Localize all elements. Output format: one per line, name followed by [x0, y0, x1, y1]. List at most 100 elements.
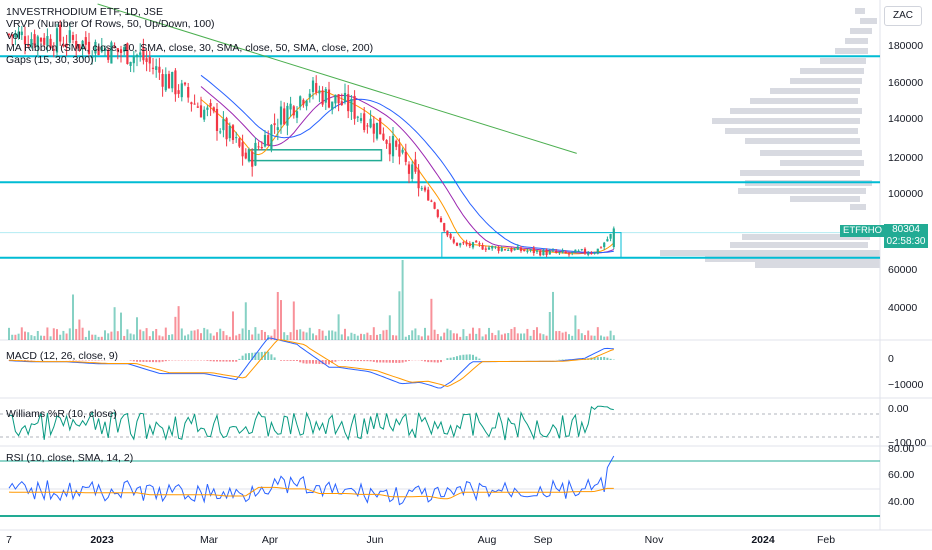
volume-bar [564, 331, 567, 340]
indicator-ma-ribbon[interactable]: MA Ribbon (SMA, close, 10, SMA, close, 3… [6, 42, 374, 54]
volume-profile-row [730, 108, 862, 114]
macd-histogram-bar [596, 357, 599, 360]
macd-histogram-bar [132, 360, 135, 362]
candle-body [123, 47, 126, 52]
candle-body [596, 248, 599, 254]
macd-histogram-bar [305, 360, 308, 364]
macd-histogram-bar [350, 360, 353, 362]
candle-body [587, 253, 590, 255]
volume-bar [331, 330, 334, 340]
candle-body [433, 202, 436, 209]
candle-body [414, 159, 417, 172]
volume-bar [360, 333, 362, 340]
volume-bar [184, 335, 186, 340]
x-tick: Aug [477, 534, 497, 546]
candle-body [372, 123, 375, 134]
x-tick: Mar [199, 534, 219, 546]
currency-button[interactable]: ZAC [884, 6, 922, 26]
volume-bar [49, 336, 52, 340]
macd-histogram-bar [244, 353, 247, 360]
rsi-pane [0, 455, 880, 517]
candle-body [478, 243, 481, 245]
candle-body [516, 246, 519, 250]
candle-body [174, 70, 177, 95]
candle-body [468, 243, 471, 247]
volume-bar [81, 327, 84, 340]
candle-body [500, 248, 503, 251]
volume-bar [334, 331, 337, 340]
macd-histogram-bar [324, 360, 327, 365]
volume-bar [500, 334, 503, 340]
volume-bar [17, 333, 20, 340]
volume-bar [561, 332, 564, 340]
volume-profile-row [725, 128, 858, 134]
macd-histogram-bar [366, 360, 369, 362]
volume-bar [465, 336, 468, 340]
rsi-label[interactable]: RSI (10, close, SMA, 14, 2) [6, 452, 134, 464]
ma30-line [200, 86, 614, 254]
candle-body [350, 98, 353, 113]
volume-bar [344, 328, 346, 340]
candle-body [443, 223, 446, 231]
candle-body [225, 118, 228, 140]
candle-body [167, 73, 171, 89]
volume-bar [337, 314, 340, 340]
x-tick: Apr [261, 534, 279, 546]
indicator-vrvp[interactable]: VRVP (Number Of Rows, 50, Up/Down, 100) [6, 18, 215, 30]
candle-body [20, 31, 23, 36]
candle-body [532, 247, 535, 254]
volume-bar [286, 335, 289, 340]
volume-bar [11, 334, 14, 340]
macd-histogram-bar [139, 360, 142, 362]
price-tick: 120000 [888, 152, 924, 164]
candle-body [324, 89, 327, 103]
macd-histogram-bar [260, 351, 263, 360]
volume-profile-row [770, 88, 860, 94]
volume-bar [520, 333, 522, 340]
macd-histogram-bar [129, 360, 132, 361]
volume-bar [88, 330, 90, 340]
volume-profile-row [755, 262, 880, 268]
volume-bar [94, 334, 97, 340]
macd-histogram-bar [408, 360, 410, 361]
volume-profile-row [705, 256, 880, 262]
indicator-gaps[interactable]: Gaps (15, 30, 300) [6, 54, 94, 66]
symbol-title[interactable]: 1NVESTRHODIUM ETF, 1D, JSE [6, 6, 163, 18]
volume-bar [212, 335, 215, 340]
volume-profile-row [750, 98, 858, 104]
candle-body [465, 242, 468, 245]
volume-bar [494, 335, 497, 340]
candle-body [542, 249, 545, 256]
volume-bar [472, 327, 474, 340]
volume-bar [356, 335, 359, 340]
macd-label[interactable]: MACD (12, 26, close, 9) [6, 350, 119, 362]
candle-body [388, 143, 391, 155]
volume-profile-row [745, 138, 860, 144]
macd-histogram-bar [468, 354, 471, 360]
macd-histogram-bar [228, 360, 231, 362]
indicator-vol[interactable]: Vol [6, 30, 21, 42]
williams-label[interactable]: Williams %R (10, close) [6, 408, 117, 420]
candle-body [110, 42, 113, 64]
volume-bar [593, 335, 596, 340]
macd-histogram-bar [238, 358, 241, 360]
candle-body [116, 48, 119, 52]
candle-body [113, 46, 116, 48]
candle-body [529, 248, 532, 251]
candle-body [475, 240, 478, 243]
volume-bar [590, 335, 593, 340]
macd-histogram-bar [436, 360, 439, 363]
candle-body [228, 125, 231, 139]
volume-bar [264, 331, 266, 340]
macd-histogram-bar [216, 360, 218, 362]
candle-body [241, 142, 244, 157]
candle-body [427, 189, 430, 201]
candle-body [193, 103, 196, 105]
x-tick: Feb [816, 534, 836, 546]
volume-bar [379, 334, 382, 340]
candle-body [30, 38, 33, 46]
williams-tick: −100.00 [888, 437, 927, 449]
volume-bar [203, 327, 206, 340]
volume-bar [20, 327, 23, 340]
